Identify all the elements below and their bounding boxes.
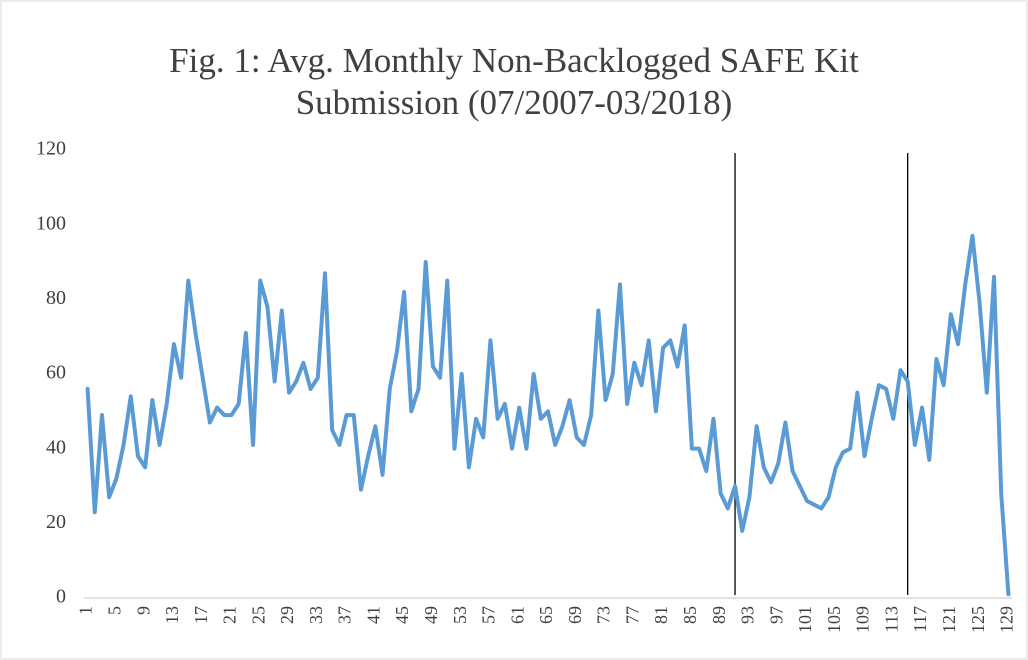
x-tick-label: 69 (565, 606, 585, 624)
y-tick-label: 0 (56, 586, 66, 608)
x-tick-label: 93 (738, 606, 758, 624)
x-tick-label: 121 (939, 606, 959, 633)
x-tick-label: 89 (709, 606, 729, 624)
x-tick-label: 97 (766, 606, 786, 624)
x-tick-label: 29 (277, 606, 297, 624)
x-tick-label: 1 (76, 606, 96, 615)
chart-title: Fig. 1: Avg. Monthly Non-Backlogged SAFE… (169, 41, 859, 122)
x-tick-label: 77 (622, 606, 642, 624)
x-tick-label: 85 (680, 606, 700, 624)
x-tick-label: 105 (824, 606, 844, 633)
x-tick-label: 5 (104, 606, 124, 615)
y-tick-label: 40 (46, 436, 66, 458)
x-tick-label: 17 (191, 606, 211, 624)
x-tick-label: 37 (335, 606, 355, 624)
x-tick-label: 109 (853, 606, 873, 633)
x-tick-label: 73 (594, 606, 614, 624)
x-tick-label: 9 (133, 606, 153, 615)
y-tick-label: 120 (36, 138, 66, 160)
x-tick-label: 33 (306, 606, 326, 624)
x-tick-label: 81 (651, 606, 671, 624)
x-tick-label: 113 (881, 606, 901, 632)
x-tick-label: 25 (248, 606, 268, 624)
x-tick-label: 101 (795, 606, 815, 633)
y-tick-label: 20 (46, 511, 66, 533)
x-tick-label: 21 (220, 606, 240, 624)
x-tick-label: 53 (450, 606, 470, 624)
x-tick-label: 129 (997, 606, 1017, 633)
x-tick-label: 49 (421, 606, 441, 624)
x-tick-label: 41 (363, 606, 383, 624)
x-tick-label: 13 (162, 606, 182, 624)
data-line (85, 233, 1011, 597)
x-tick-label: 65 (536, 606, 556, 624)
x-tick-label: 45 (392, 606, 412, 624)
x-tick-label: 61 (507, 606, 527, 624)
y-tick-label: 100 (36, 212, 66, 234)
x-tick-label: 125 (968, 606, 988, 633)
x-tick-label: 57 (479, 606, 499, 624)
x-tick-label: 117 (910, 606, 930, 632)
y-tick-label: 60 (46, 362, 66, 384)
y-tick-label: 80 (46, 287, 66, 309)
